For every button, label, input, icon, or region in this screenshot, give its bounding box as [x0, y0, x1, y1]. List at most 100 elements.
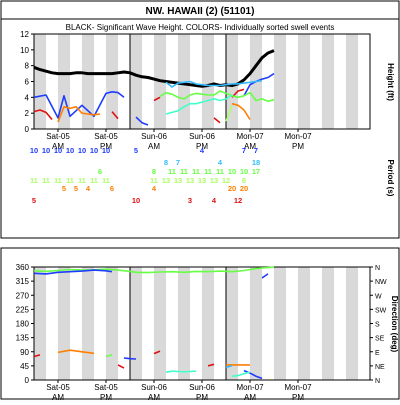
period-value: 10 [42, 146, 50, 155]
period-value: 7 [254, 146, 258, 155]
direction-x-tick-half: PM [292, 393, 304, 400]
period-value: 11 [42, 176, 50, 185]
direction-grid-band [298, 267, 310, 380]
period-value: 13 [210, 176, 218, 185]
period-value: 4 [218, 158, 223, 167]
direction-x-tick-day: Sun-06 [189, 383, 215, 392]
period-value: 10 [228, 167, 236, 176]
height-series-line [135, 116, 149, 126]
height-x-tick-half: PM [100, 142, 112, 151]
height-series-line [111, 111, 119, 120]
period-value: 6 [98, 167, 102, 176]
height-x-tick-day: Sat-05 [46, 132, 70, 141]
period-value: 13 [198, 176, 206, 185]
height-series-line [165, 94, 233, 115]
period-value: 13 [162, 176, 170, 185]
direction-grid-band [130, 267, 142, 380]
height-y-axis-label: Height (ft) [386, 63, 395, 101]
height-series-line [213, 117, 221, 124]
period-value: 7 [242, 146, 246, 155]
period-value: 11 [150, 176, 158, 185]
period-value: 10 [102, 146, 110, 155]
height-x-tick-half: AM [52, 142, 64, 151]
direction-grid-band [58, 267, 70, 380]
direction-series-line [117, 364, 125, 369]
period-value: 10 [240, 167, 248, 176]
direction-y2-tick-label: N [375, 265, 380, 272]
period-value: 5 [62, 184, 66, 193]
period-value: 10 [30, 146, 38, 155]
height-y-tick-label: 4 [25, 93, 30, 102]
height-grid-band [322, 34, 334, 129]
period-value: 11 [54, 176, 62, 185]
period-value: 11 [216, 167, 224, 176]
height-series-line [159, 90, 275, 103]
height-x-tick-half: AM [148, 142, 160, 151]
period-value: 5 [134, 146, 138, 155]
height-series-line [231, 102, 251, 120]
height-y-tick-label: 0 [25, 125, 30, 134]
direction-series-line [33, 269, 113, 275]
height-grid-band [202, 34, 214, 129]
direction-y-tick-label: 225 [16, 305, 30, 314]
direction-series-line [33, 266, 275, 274]
height-series-line [57, 106, 101, 123]
period-value: 18 [252, 158, 260, 167]
period-value: 20 [240, 184, 248, 193]
period-value: 5 [32, 196, 36, 205]
period-value: 12 [222, 176, 230, 185]
direction-series-line [165, 370, 197, 373]
height-grid-band [346, 34, 358, 129]
period-value: 4 [200, 146, 205, 155]
direction-x-tick-half: AM [244, 393, 256, 400]
height-series-line [153, 96, 161, 102]
bottom-panel-frame [0, 247, 400, 400]
direction-y-tick-label: 360 [16, 263, 30, 272]
direction-x-tick-day: Sat-05 [46, 383, 70, 392]
height-y-tick-label: 8 [25, 62, 30, 71]
period-value: 13 [186, 176, 194, 185]
height-x-tick-day: Sun-06 [189, 132, 215, 141]
period-value: 4 [212, 196, 217, 205]
period-value: 4 [152, 184, 157, 193]
height-series-line [33, 91, 125, 119]
period-value: 13 [174, 176, 182, 185]
period-value: 4 [86, 184, 91, 193]
direction-grid-band [274, 267, 286, 380]
bottom-chart-area: 0 N 45 NE 90 E 135 SE 180 S 225 SW 270 W 315 NW 360 N Sat-… [16, 263, 399, 402]
period-value: 17 [252, 167, 260, 176]
height-grid-band [106, 34, 118, 129]
period-value: 12 [234, 196, 242, 205]
direction-grid-band [154, 267, 166, 380]
period-value: 11 [78, 176, 86, 185]
direction-y2-tick-label: E [375, 350, 380, 357]
direction-series-line [153, 350, 161, 355]
height-x-tick-day: Sun-06 [141, 132, 167, 141]
top-panel-frame [0, 18, 400, 239]
direction-series-line [33, 354, 41, 358]
height-x-tick-day: Sat-05 [94, 132, 118, 141]
direction-x-tick-day: Mon-07 [284, 383, 312, 392]
height-y-tick-label: 6 [25, 78, 30, 87]
height-grid-band [82, 34, 94, 129]
direction-y-tick-label: 0 [25, 376, 30, 385]
direction-y2-tick-label: SW [375, 307, 387, 314]
direction-y2-tick-label: SE [375, 336, 385, 343]
height-series-line [33, 109, 53, 121]
top-chart-area: BLACK- Significant Wave Height. COLORS- … [20, 23, 395, 205]
height-series-line [231, 88, 245, 98]
height-grid-band [34, 34, 46, 129]
period-value: 6 [110, 184, 114, 193]
direction-series-line [225, 364, 233, 369]
direction-x-tick-half: AM [148, 393, 160, 400]
direction-series-line [207, 363, 215, 367]
height-grid-band [298, 34, 310, 129]
period-value: 5 [74, 184, 78, 193]
period-value: 11 [90, 176, 98, 185]
direction-x-tick-day: Mon-07 [236, 383, 264, 392]
direction-y-tick-label: 90 [20, 348, 29, 357]
direction-grid-band [346, 267, 358, 380]
direction-y2-tick-label: S [375, 322, 380, 329]
